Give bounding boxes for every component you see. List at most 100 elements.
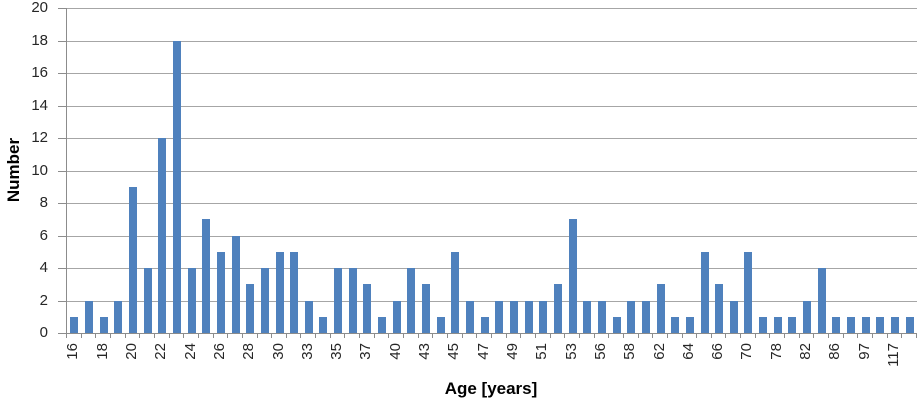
bar	[832, 316, 841, 333]
x-tick-label: 35	[328, 343, 346, 360]
x-tick	[154, 333, 155, 338]
bar	[202, 219, 211, 333]
bar	[348, 268, 357, 333]
bar	[70, 316, 79, 333]
x-tick	[594, 333, 595, 338]
x-tick	[374, 333, 375, 338]
y-tick-label: 0	[39, 324, 48, 341]
y-tick-label: 2	[39, 291, 48, 309]
gridline	[67, 268, 917, 269]
bar	[436, 316, 445, 333]
x-tick	[769, 333, 770, 338]
bar	[392, 300, 401, 333]
gridline	[67, 40, 917, 42]
x-tick-label: 22	[152, 343, 170, 360]
x-tick	[432, 333, 433, 338]
bar	[363, 284, 372, 333]
x-tick	[66, 333, 67, 338]
bar	[407, 268, 416, 333]
x-tick-label: 28	[240, 343, 258, 360]
gridline	[67, 105, 917, 107]
x-tick-label: 40	[386, 343, 404, 360]
x-tick	[257, 333, 258, 338]
bar	[99, 316, 108, 333]
x-tick	[110, 333, 111, 338]
x-tick	[901, 333, 902, 338]
x-tick-label: 51	[533, 343, 551, 360]
x-tick	[315, 333, 316, 338]
x-tick-label: 37	[357, 343, 375, 360]
x-tick	[652, 333, 653, 338]
bar	[509, 300, 518, 333]
y-tick	[58, 203, 66, 204]
y-tick-label: 8	[39, 194, 48, 211]
x-tick	[740, 333, 741, 338]
bar	[773, 316, 782, 333]
bar	[143, 268, 152, 333]
y-tick	[58, 138, 66, 139]
x-tick	[857, 333, 858, 338]
y-tick-label: 20	[31, 0, 48, 16]
x-tick	[81, 333, 82, 338]
y-tick-label: 16	[31, 64, 48, 81]
x-tick	[344, 333, 345, 338]
y-tick-label: 12	[31, 129, 48, 146]
plot-area	[66, 8, 917, 334]
x-tick	[388, 333, 389, 338]
bar	[700, 251, 709, 333]
bar	[685, 316, 694, 333]
x-tick-label: 82	[797, 343, 815, 360]
bar	[246, 284, 255, 333]
bar	[568, 219, 577, 333]
x-tick-label: 64	[679, 343, 697, 360]
bar	[891, 316, 900, 333]
y-tick-label: 10	[31, 161, 48, 179]
x-tick	[667, 333, 668, 338]
x-tick	[755, 333, 756, 338]
x-tick	[520, 333, 521, 338]
y-tick	[58, 333, 66, 334]
y-tick-label: 6	[39, 226, 48, 244]
bar	[422, 284, 431, 333]
bar	[495, 300, 504, 333]
bar	[290, 251, 299, 333]
x-tick	[506, 333, 507, 338]
x-tick	[638, 333, 639, 338]
x-tick-label: 24	[181, 343, 199, 360]
x-tick	[916, 333, 917, 338]
y-tick-label: 14	[31, 96, 48, 114]
x-tick	[169, 333, 170, 338]
x-tick	[447, 333, 448, 338]
bar	[319, 316, 328, 333]
bar	[671, 316, 680, 333]
gridline	[67, 73, 917, 74]
bar	[612, 316, 621, 333]
x-tick	[799, 333, 800, 338]
bar	[759, 316, 768, 333]
y-tick	[58, 300, 66, 302]
x-tick	[887, 333, 888, 338]
x-tick	[462, 333, 463, 338]
x-tick	[418, 333, 419, 338]
x-tick	[125, 333, 126, 338]
bar	[597, 300, 606, 333]
x-tick-label: 20	[122, 343, 140, 360]
bar	[524, 300, 533, 333]
x-tick	[711, 333, 712, 338]
bar	[744, 251, 753, 333]
gridline	[67, 138, 917, 139]
x-tick-label: 30	[269, 343, 287, 360]
bar	[803, 300, 812, 333]
bar	[275, 251, 284, 333]
gridline	[67, 170, 917, 172]
x-tick	[813, 333, 814, 338]
x-tick	[271, 333, 272, 338]
bar	[216, 251, 225, 333]
bar	[451, 251, 460, 333]
x-tick	[476, 333, 477, 338]
y-tick-label: 4	[39, 259, 48, 276]
bar	[114, 300, 123, 333]
x-tick-label: 56	[591, 343, 609, 360]
x-tick	[696, 333, 697, 338]
